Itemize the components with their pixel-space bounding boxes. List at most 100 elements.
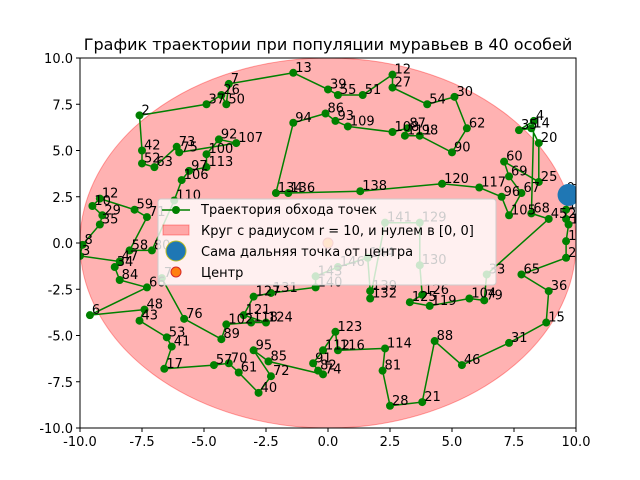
x-tick-label: -7.5 [129, 435, 154, 450]
legend-circle-swatch [162, 224, 190, 236]
route-markers [80, 68, 573, 410]
route-point-label: 98 [422, 124, 439, 139]
route-point-label: 121 [246, 303, 271, 318]
route-point [527, 124, 536, 133]
route-point [500, 157, 509, 166]
y-axis: -10.0 -7.5 -5.0 -2.5 0.0 2.5 5.0 7.5 10.0 [39, 52, 80, 437]
route-point [534, 177, 543, 186]
x-tick-label: 10.0 [562, 435, 591, 450]
route-point [85, 311, 94, 320]
route-point [202, 163, 211, 172]
route-point [514, 126, 523, 135]
route-point-label: 8 [84, 233, 92, 248]
x-tick-label: 7.5 [504, 435, 525, 450]
route-point-label: 102 [228, 312, 253, 327]
route-point [110, 263, 119, 272]
route-point-label: 74 [325, 362, 342, 377]
route-point [138, 146, 146, 155]
route-point-label: 119 [432, 294, 457, 309]
route-point-label: 42 [144, 139, 161, 154]
route-point [266, 288, 275, 297]
route-point [497, 192, 506, 201]
route-point [378, 366, 387, 375]
route-point [321, 109, 330, 118]
legend-center-label: Центр [201, 266, 243, 281]
route-point [271, 189, 280, 198]
route-point-label: 59 [137, 198, 154, 213]
route-point-label: 17 [166, 357, 183, 372]
y-tick-label: -5.0 [48, 330, 73, 345]
route-point [418, 398, 427, 407]
route-point-label: 72 [273, 364, 290, 379]
route-point-label: 132 [372, 287, 397, 302]
route-point-label: 109 [350, 114, 375, 129]
route-point [465, 294, 474, 303]
route-point [542, 318, 551, 327]
route-point-label: 43 [142, 309, 159, 324]
route-point-label: 35 [521, 118, 538, 133]
x-tick-label: -10.0 [63, 435, 97, 450]
route-point [333, 346, 342, 355]
route-point-label: 63 [156, 155, 173, 170]
route-point [80, 251, 84, 260]
route-point-label: 112 [325, 338, 350, 353]
route-point [403, 124, 412, 133]
route-point-label: 107 [238, 131, 263, 146]
route-point-label: 37 [208, 92, 225, 107]
route-point-label: 138 [362, 179, 387, 194]
route-point-label: 19 [571, 213, 588, 228]
legend-route-label: Траектория обхода точек [200, 203, 377, 218]
route-point [284, 189, 293, 198]
route-point [234, 368, 243, 377]
route-point [130, 205, 139, 214]
route-point [232, 139, 241, 148]
route-point [331, 327, 340, 336]
route-point-label: 6 [92, 303, 100, 318]
legend-center-swatch [170, 266, 182, 278]
route-point [324, 85, 332, 94]
route-point-label: 118 [253, 311, 278, 326]
route-point [185, 166, 194, 175]
route-point [115, 257, 124, 266]
x-tick-label: 2.5 [380, 435, 401, 450]
route-point-label: 25 [541, 170, 558, 185]
route-point [309, 359, 318, 368]
y-tick-label: 7.5 [52, 98, 73, 113]
route-point [160, 364, 169, 373]
route-point-label: 24 [568, 246, 585, 261]
route-point-label: 123 [337, 320, 362, 335]
route-point [505, 338, 514, 347]
route-point-label: 92 [221, 127, 238, 142]
route-point-label: 108 [394, 120, 419, 135]
route-point-label: 30 [456, 85, 473, 100]
route-point-label: 39 [330, 77, 347, 92]
route-point [88, 202, 97, 210]
route-point-label: 79 [486, 288, 503, 303]
route-point-label: 117 [481, 176, 506, 191]
route-point [217, 335, 226, 344]
route-point [254, 388, 263, 397]
route-point-label: 48 [146, 298, 163, 313]
route-point [95, 220, 104, 229]
route-point [249, 292, 258, 301]
route-point [527, 209, 536, 218]
route-point [264, 357, 273, 366]
route-point-label: 114 [387, 336, 412, 351]
route-point [505, 211, 514, 220]
route-point-label: 75 [181, 140, 198, 155]
route-point-label: 81 [385, 359, 402, 374]
route-point-label: 124 [268, 311, 293, 326]
route-point-label: 76 [186, 307, 203, 322]
x-tick-label: 5.0 [442, 435, 463, 450]
route-point [430, 337, 439, 346]
route-point-label: 82 [320, 359, 337, 374]
route-point-label: 65 [523, 262, 540, 277]
route-point-label: 2 [142, 103, 150, 118]
route-point [457, 361, 466, 370]
route-point-label: 29 [104, 203, 121, 218]
route-point-label: 4 [536, 109, 544, 124]
route-point [544, 287, 553, 296]
legend-box [157, 198, 497, 286]
